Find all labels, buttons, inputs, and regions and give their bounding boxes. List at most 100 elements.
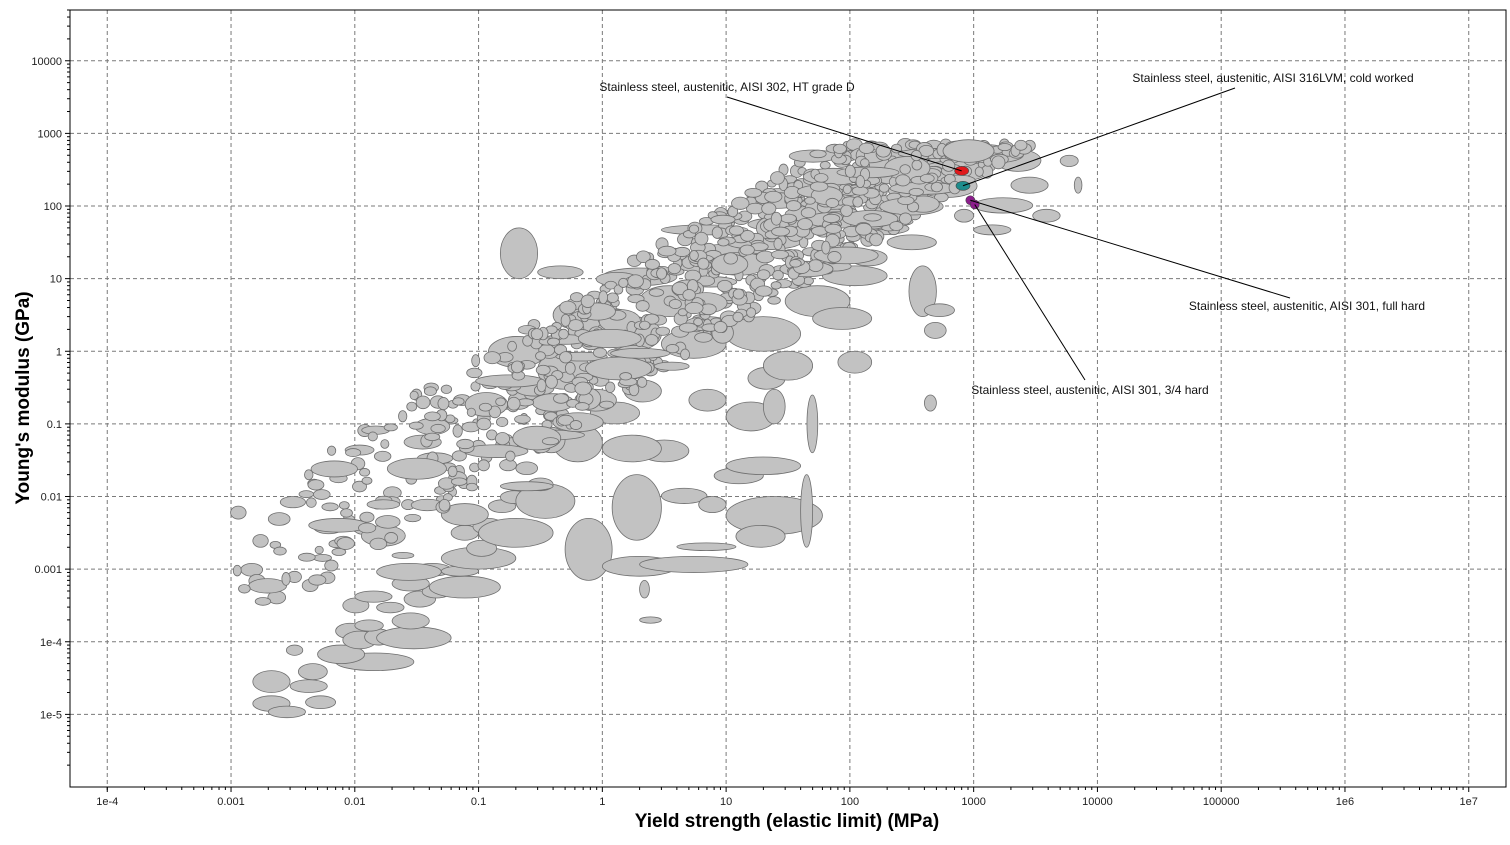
material-bubble (535, 364, 551, 376)
material-bubble (359, 511, 375, 523)
material-bubble (973, 224, 1012, 236)
material-bubble (398, 410, 408, 423)
material-bubble (321, 502, 339, 512)
material-bubble (298, 552, 316, 562)
material-bubble (648, 288, 665, 297)
material-bubble (384, 532, 399, 544)
material-bubble (488, 405, 501, 419)
material-bubble (637, 376, 648, 388)
material-bubble (731, 196, 750, 210)
material-bubble (567, 319, 584, 332)
material-bubble (800, 207, 817, 219)
material-bubble (440, 503, 489, 526)
material-bubble (744, 187, 763, 198)
material-bubble (314, 545, 324, 555)
material-bubble (899, 164, 911, 175)
x-tick-label: 1 (599, 796, 605, 808)
material-bubble (592, 347, 608, 358)
material-bubble (655, 326, 671, 336)
material-bubble (575, 402, 590, 411)
material-bubble (910, 149, 922, 162)
material-bubble (452, 397, 465, 406)
material-bubble (832, 143, 847, 154)
material-bubble (710, 214, 736, 225)
material-bubble (254, 597, 272, 606)
material-bubble (723, 252, 738, 265)
material-bubble (908, 265, 937, 318)
material-bubble (285, 644, 304, 656)
material-bubble (680, 348, 690, 361)
y-tick-label: 100 (44, 201, 62, 213)
material-bubble (505, 450, 516, 462)
material-bubble (812, 307, 873, 330)
material-bubble (305, 695, 337, 710)
material-bubble (789, 259, 802, 268)
material-bubble (547, 337, 561, 346)
material-bubble (515, 461, 539, 476)
material-bubble (430, 423, 446, 434)
material-bubble (367, 431, 378, 442)
material-bubble (735, 525, 786, 548)
material-bubble (878, 183, 890, 193)
material-bubble (598, 290, 609, 305)
material-bubble (762, 350, 814, 381)
material-bubble (307, 479, 325, 491)
material-bubble (289, 679, 328, 693)
material-bubble (471, 354, 481, 368)
y-axis-title: Young's modulus (GPa) (13, 291, 34, 504)
material-bubble (954, 208, 975, 223)
plot-background (70, 10, 1506, 787)
material-bubble (806, 394, 819, 454)
material-bubble (338, 501, 350, 510)
material-bubble (279, 496, 306, 509)
gridlines (70, 10, 1506, 787)
material-bubble (895, 174, 911, 187)
material-bubble (605, 381, 616, 393)
material-bubble (773, 237, 783, 251)
material-bubble (842, 184, 852, 195)
material-bubble (308, 574, 327, 586)
material-bubble (537, 265, 584, 280)
material-bubble (317, 644, 366, 665)
x-tick-label: 1e7 (1460, 796, 1478, 808)
material-bubble (478, 402, 493, 412)
material-bubble (627, 274, 644, 289)
material-bubble (825, 197, 840, 208)
material-bubble (668, 298, 682, 310)
material-bubble (886, 234, 937, 251)
material-bubble (780, 213, 797, 224)
material-bubble (837, 350, 873, 374)
material-bubble (804, 196, 816, 205)
material-bubble (507, 340, 517, 352)
y-tick-label: 10 (50, 274, 62, 286)
material-bubble (530, 328, 544, 341)
material-bubble (558, 328, 569, 340)
material-bubble (376, 626, 452, 650)
material-bubble (376, 562, 442, 581)
material-bubble (545, 374, 558, 389)
material-bubble (610, 347, 671, 359)
material-bubble (746, 307, 757, 318)
material-bubble (1014, 139, 1028, 151)
material-bubble (252, 534, 269, 548)
material-bubble (361, 476, 373, 485)
material-bubble (898, 212, 913, 225)
y-tick-label: 0.1 (47, 419, 62, 431)
material-bubble (499, 459, 517, 472)
material-bubble (345, 448, 362, 458)
x-tick-label: 10 (720, 796, 732, 808)
annotation-label-1: Stainless steel, austenitic, AISI 316LVM… (1132, 71, 1413, 85)
material-bubble (440, 384, 453, 394)
material-bubble (729, 225, 744, 236)
material-bubble (755, 250, 775, 264)
material-bubble (409, 390, 419, 401)
x-axis-title: Yield strength (elastic limit) (MPa) (635, 811, 939, 832)
material-bubble (785, 200, 802, 212)
material-bubble (522, 335, 533, 347)
material-bubble (1010, 176, 1049, 194)
material-bubble (476, 417, 492, 431)
material-bubble (359, 468, 371, 477)
material-bubble (684, 301, 704, 315)
